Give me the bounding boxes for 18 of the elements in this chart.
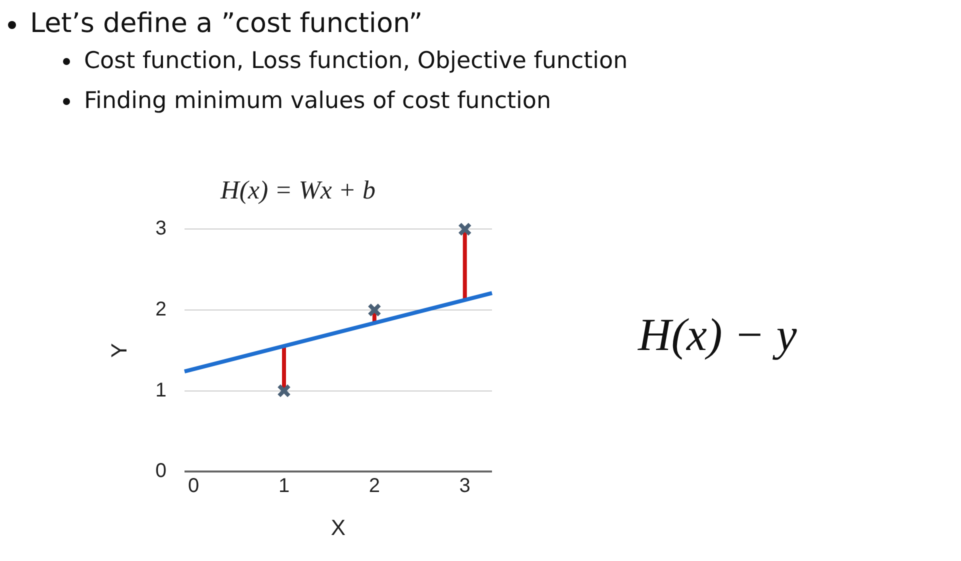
- x-axis-title: X: [330, 514, 346, 540]
- text: H(x) − y: [638, 308, 797, 361]
- text: Cost function, Loss function, Objective function: [84, 48, 628, 74]
- point: [367, 303, 382, 317]
- y-tick-label: 2: [155, 298, 167, 321]
- y-tick-label: 0: [155, 460, 167, 482]
- y-axis-title: Y: [106, 342, 132, 358]
- x-tick-label: 3: [459, 475, 470, 498]
- x-tick-label: 1: [278, 475, 290, 498]
- x-tick-label: 0: [188, 475, 200, 498]
- chart-title: H(x) = Wx + b: [220, 175, 376, 204]
- y-tick-label: 3: [155, 218, 167, 240]
- x-tick-label: 2: [368, 475, 380, 498]
- text: Let’s define a ”cost function”: [30, 8, 423, 39]
- text: Finding minimum values of cost function: [84, 88, 552, 114]
- point: [458, 222, 472, 236]
- y-tick-label: 1: [155, 379, 167, 402]
- point: [277, 384, 291, 398]
